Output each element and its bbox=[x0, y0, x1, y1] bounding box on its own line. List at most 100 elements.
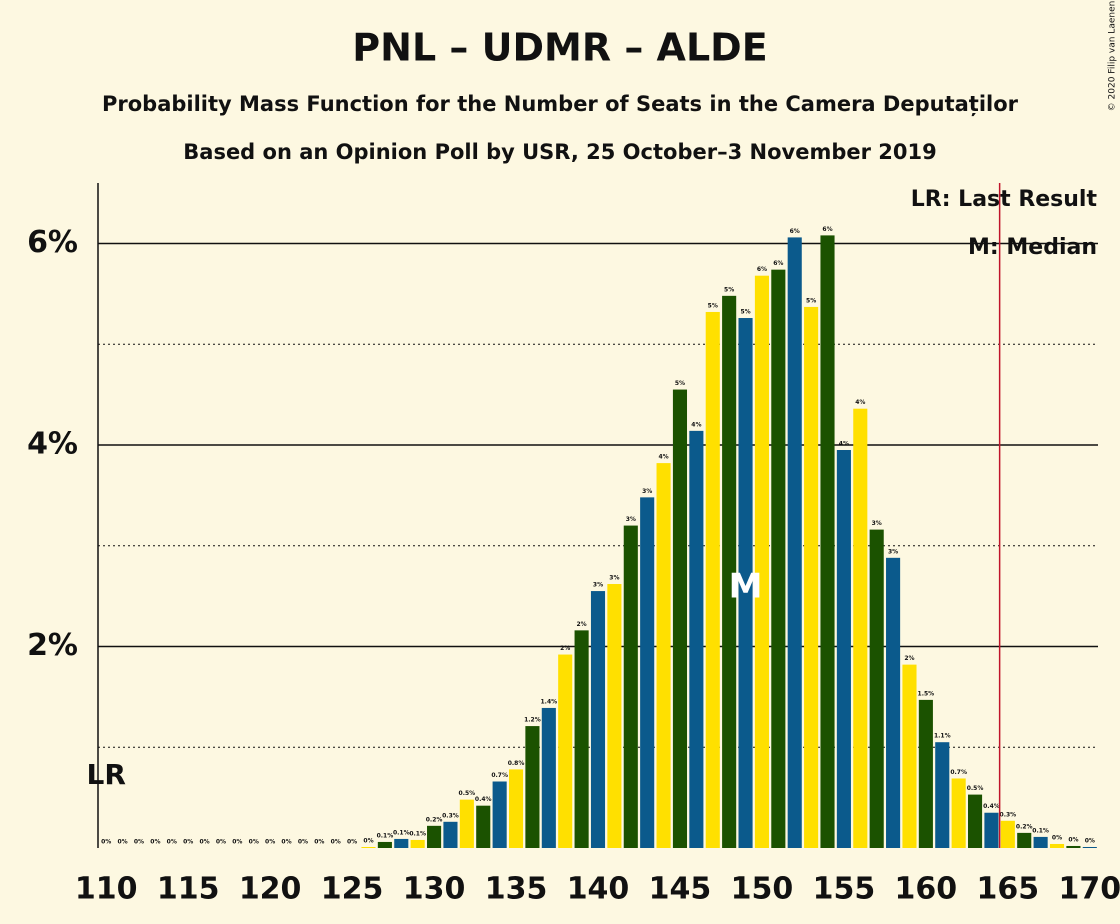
value-label: 0.1% bbox=[377, 832, 394, 839]
value-label: 5% bbox=[740, 309, 750, 316]
bar bbox=[590, 591, 606, 848]
legend-entry: LR: Last Result bbox=[911, 187, 1098, 212]
bar bbox=[394, 838, 409, 848]
bar bbox=[869, 529, 884, 848]
subtitle: Based on an Opinion Poll by USR, 25 Octo… bbox=[183, 140, 936, 164]
value-label: 6% bbox=[822, 226, 832, 233]
value-label: 0% bbox=[232, 839, 242, 846]
x-tick-label: 135 bbox=[485, 872, 548, 907]
value-label: 0% bbox=[1068, 836, 1078, 843]
x-tick-label: 165 bbox=[977, 872, 1040, 907]
bar bbox=[377, 841, 392, 848]
value-label: 0% bbox=[183, 839, 193, 846]
bar bbox=[623, 525, 638, 848]
value-label: 3% bbox=[609, 575, 619, 582]
bar bbox=[459, 799, 474, 848]
bar bbox=[410, 839, 425, 848]
value-label: 0% bbox=[117, 839, 127, 846]
value-label: 0.4% bbox=[475, 796, 492, 803]
value-label: 0% bbox=[249, 839, 259, 846]
value-label: 0% bbox=[331, 839, 341, 846]
value-label: 2% bbox=[904, 655, 914, 662]
value-label: 6% bbox=[773, 260, 783, 267]
value-label: 0.1% bbox=[1032, 827, 1049, 834]
value-label: 0.7% bbox=[491, 772, 508, 779]
y-tick-label: 4% bbox=[27, 426, 78, 461]
legend-entry: M: Median bbox=[968, 235, 1097, 260]
bar bbox=[738, 318, 753, 848]
x-tick-label: 145 bbox=[649, 872, 712, 907]
value-label: 4% bbox=[855, 399, 865, 406]
value-label: 2% bbox=[577, 621, 587, 628]
y-tick-label: 6% bbox=[27, 225, 78, 260]
bar bbox=[918, 699, 933, 848]
value-label: 2% bbox=[560, 645, 570, 652]
value-label: 0% bbox=[134, 839, 144, 846]
value-label: 5% bbox=[675, 380, 685, 387]
value-label: 0% bbox=[101, 839, 111, 846]
value-label: 0.2% bbox=[1016, 823, 1033, 830]
value-label: 0% bbox=[216, 839, 226, 846]
bar bbox=[853, 408, 868, 848]
bar bbox=[951, 778, 966, 848]
bar bbox=[640, 497, 655, 848]
bar bbox=[705, 311, 720, 848]
bar bbox=[1033, 836, 1048, 848]
bar bbox=[968, 794, 983, 848]
value-label: 0.2% bbox=[426, 816, 443, 823]
bar bbox=[574, 630, 589, 848]
bar bbox=[935, 742, 950, 848]
value-label: 5% bbox=[708, 302, 718, 309]
bar bbox=[836, 450, 851, 848]
subtitle: Probability Mass Function for the Number… bbox=[102, 92, 1019, 117]
bar bbox=[476, 805, 491, 848]
value-label: 3% bbox=[626, 516, 636, 523]
value-label: 3% bbox=[888, 548, 898, 555]
bar bbox=[508, 769, 524, 848]
bar bbox=[607, 584, 622, 848]
x-tick-label: 170 bbox=[1058, 872, 1120, 907]
bar bbox=[443, 821, 458, 848]
x-tick-label: 115 bbox=[157, 872, 220, 907]
value-label: 3% bbox=[593, 582, 603, 589]
value-label: 0% bbox=[150, 839, 160, 846]
value-label: 0% bbox=[281, 839, 291, 846]
x-tick-label: 155 bbox=[813, 872, 876, 907]
bar bbox=[886, 557, 901, 848]
value-label: 4% bbox=[691, 421, 701, 428]
bar bbox=[558, 654, 573, 848]
bar bbox=[804, 306, 819, 848]
value-label: 0% bbox=[363, 837, 373, 844]
x-tick-label: 120 bbox=[239, 872, 302, 907]
bar bbox=[1049, 843, 1065, 848]
x-tick-label: 150 bbox=[731, 872, 794, 907]
value-label: 1.2% bbox=[524, 717, 541, 724]
value-label: 0% bbox=[1085, 837, 1095, 844]
bar bbox=[771, 269, 786, 849]
bar bbox=[689, 430, 704, 848]
x-tick-label: 125 bbox=[321, 872, 384, 907]
bar bbox=[525, 726, 540, 848]
x-tick-label: 160 bbox=[895, 872, 958, 907]
value-label: 1.4% bbox=[540, 698, 557, 705]
bar bbox=[1082, 846, 1097, 848]
value-label: 0% bbox=[347, 839, 357, 846]
value-label: 0.8% bbox=[508, 760, 525, 767]
bar bbox=[492, 781, 507, 848]
value-label: 6% bbox=[757, 266, 767, 273]
chart-title: PNL – UDMR – ALDE bbox=[352, 26, 767, 70]
value-label: 3% bbox=[872, 520, 882, 527]
value-label: 0% bbox=[265, 839, 275, 846]
x-tick-label: 130 bbox=[403, 872, 466, 907]
value-label: 0.5% bbox=[459, 790, 476, 797]
bar bbox=[656, 463, 671, 848]
bar bbox=[787, 237, 802, 849]
bar bbox=[672, 389, 688, 848]
value-label: 0.4% bbox=[983, 803, 1000, 810]
value-label: 0.7% bbox=[950, 769, 967, 776]
y-tick-label: 2% bbox=[27, 628, 78, 663]
bar bbox=[984, 812, 999, 848]
value-label: 0.1% bbox=[409, 830, 426, 837]
value-label: 0% bbox=[1052, 834, 1062, 841]
bar bbox=[1000, 820, 1015, 848]
